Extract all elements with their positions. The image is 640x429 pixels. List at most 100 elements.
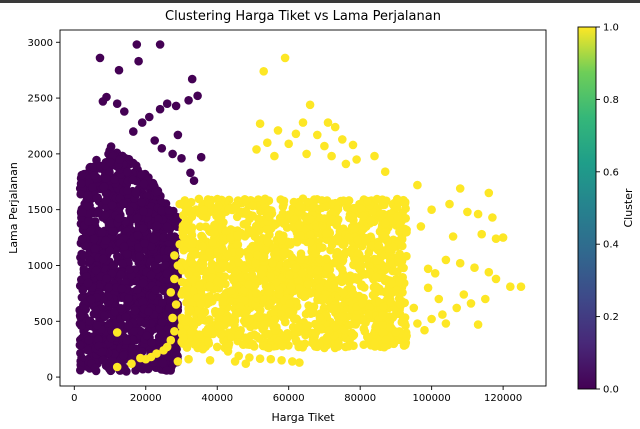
point-cluster-1 xyxy=(395,227,404,236)
point-cluster-1 xyxy=(218,259,228,269)
point-cluster-0 xyxy=(157,144,167,153)
point-cluster-1 xyxy=(270,151,279,161)
point-cluster-1 xyxy=(378,310,387,320)
point-cluster-0 xyxy=(100,311,109,320)
point-cluster-1 xyxy=(255,119,265,128)
point-cluster-1 xyxy=(205,356,215,365)
point-cluster-0 xyxy=(136,326,145,336)
x-tick-label: 80000 xyxy=(344,393,376,404)
point-cluster-1 xyxy=(339,196,348,205)
point-cluster-0 xyxy=(131,188,140,198)
point-cluster-1 xyxy=(303,279,313,289)
point-cluster-1 xyxy=(484,188,494,198)
point-cluster-1 xyxy=(235,247,245,256)
point-cluster-1 xyxy=(313,130,322,140)
point-cluster-1 xyxy=(481,294,490,304)
point-cluster-1 xyxy=(370,151,379,161)
point-cluster-1 xyxy=(216,307,225,316)
colorbar-tick-label: 0.0 xyxy=(603,385,619,396)
point-cluster-0 xyxy=(76,189,85,199)
point-cluster-0 xyxy=(83,345,92,355)
point-cluster-1 xyxy=(291,263,301,273)
point-cluster-0 xyxy=(172,350,182,360)
point-cluster-1 xyxy=(170,251,179,260)
x-axis-label: Harga Tiket xyxy=(271,411,335,424)
point-cluster-1 xyxy=(281,317,290,327)
point-cluster-1 xyxy=(222,315,231,325)
point-cluster-1 xyxy=(253,242,263,251)
point-cluster-1 xyxy=(263,138,272,147)
point-cluster-1 xyxy=(303,322,312,331)
point-cluster-0 xyxy=(110,307,119,317)
point-cluster-0 xyxy=(80,241,90,251)
point-cluster-1 xyxy=(392,212,402,221)
point-cluster-1 xyxy=(413,319,422,328)
point-cluster-1 xyxy=(179,228,188,238)
point-cluster-1 xyxy=(330,122,340,132)
point-cluster-1 xyxy=(353,249,363,258)
point-cluster-0 xyxy=(101,236,111,245)
point-cluster-1 xyxy=(459,290,469,299)
point-cluster-0 xyxy=(157,317,167,327)
point-cluster-0 xyxy=(154,254,163,264)
point-cluster-1 xyxy=(289,314,299,324)
point-cluster-0 xyxy=(168,149,177,159)
point-cluster-1 xyxy=(229,276,239,285)
point-cluster-1 xyxy=(296,254,306,264)
point-cluster-1 xyxy=(233,230,243,240)
point-cluster-1 xyxy=(285,299,295,308)
point-cluster-0 xyxy=(177,154,186,163)
point-cluster-1 xyxy=(233,240,243,249)
point-cluster-1 xyxy=(248,201,257,211)
point-cluster-1 xyxy=(244,315,254,325)
point-cluster-1 xyxy=(394,258,404,267)
point-cluster-0 xyxy=(137,170,147,179)
point-cluster-1 xyxy=(213,194,222,204)
point-cluster-1 xyxy=(427,314,436,324)
point-cluster-1 xyxy=(246,331,255,341)
point-cluster-1 xyxy=(205,281,215,291)
point-cluster-1 xyxy=(380,218,390,228)
point-cluster-0 xyxy=(141,319,150,328)
point-cluster-1 xyxy=(191,250,201,259)
point-cluster-1 xyxy=(277,356,286,365)
point-cluster-1 xyxy=(341,159,351,169)
point-cluster-1 xyxy=(231,204,241,213)
point-cluster-0 xyxy=(129,326,139,336)
point-cluster-0 xyxy=(193,91,202,101)
point-cluster-1 xyxy=(213,276,222,286)
point-cluster-0 xyxy=(90,217,100,226)
point-cluster-1 xyxy=(284,307,294,316)
point-cluster-1 xyxy=(255,354,265,364)
point-cluster-1 xyxy=(170,274,179,284)
point-cluster-1 xyxy=(146,352,156,362)
point-cluster-1 xyxy=(349,224,359,233)
point-cluster-0 xyxy=(118,259,127,268)
y-tick-label: 2000 xyxy=(28,149,53,160)
point-cluster-1 xyxy=(279,247,289,257)
point-cluster-1 xyxy=(241,195,251,205)
point-cluster-1 xyxy=(259,67,269,76)
point-cluster-1 xyxy=(260,194,270,204)
point-cluster-1 xyxy=(247,270,257,279)
point-cluster-1 xyxy=(473,209,483,219)
cluster-1-points xyxy=(112,53,526,372)
cluster-0-points xyxy=(75,40,206,376)
scatter-points xyxy=(75,40,526,376)
point-cluster-1 xyxy=(348,289,358,298)
point-cluster-1 xyxy=(265,212,274,221)
point-cluster-1 xyxy=(413,180,422,190)
point-cluster-1 xyxy=(391,328,401,337)
point-cluster-1 xyxy=(386,298,396,307)
point-cluster-0 xyxy=(106,366,115,376)
point-cluster-0 xyxy=(77,258,86,267)
point-cluster-1 xyxy=(329,280,339,290)
point-cluster-1 xyxy=(409,303,419,313)
point-cluster-0 xyxy=(142,331,152,340)
point-cluster-1 xyxy=(463,207,472,217)
point-cluster-1 xyxy=(296,231,306,241)
point-cluster-1 xyxy=(168,313,177,323)
point-cluster-0 xyxy=(79,264,89,274)
point-cluster-0 xyxy=(78,208,87,217)
colorbar-ticks: 0.0 0.2 0.4 0.6 0.8 1.0 xyxy=(596,23,619,396)
